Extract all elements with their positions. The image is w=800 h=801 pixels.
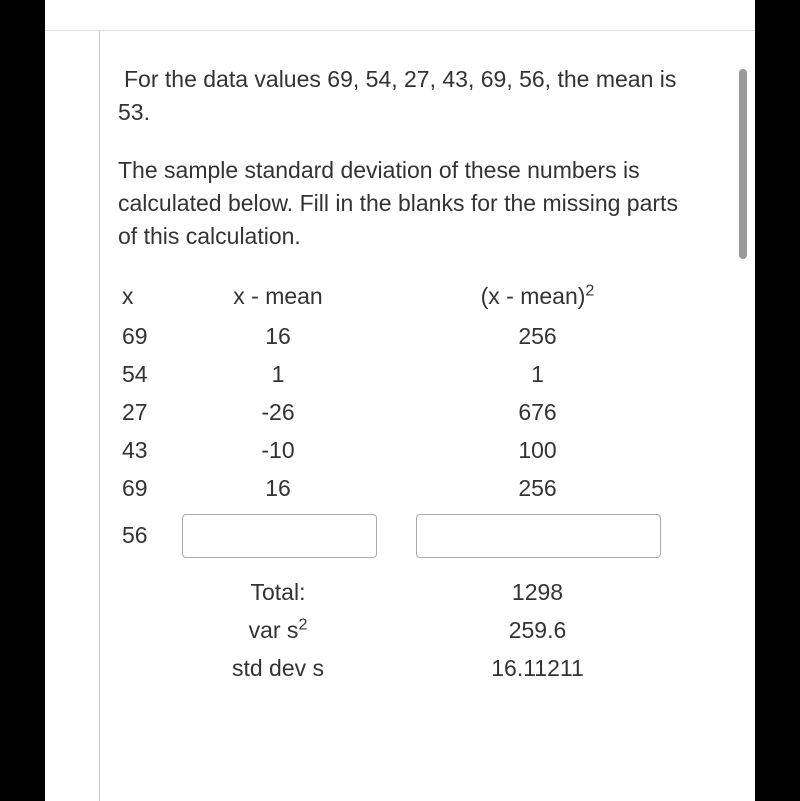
cell-xmean: 1	[178, 361, 378, 388]
variance-label: var s2	[118, 617, 378, 644]
table-row: 43 -10 100	[118, 432, 697, 470]
header-sq-sup: 2	[585, 282, 594, 300]
table-row: 69 16 256	[118, 318, 697, 356]
table-row: 27 -26 676	[118, 394, 697, 432]
header-xmean: x - mean	[178, 283, 378, 310]
total-label: Total:	[118, 579, 378, 606]
variance-row: var s2 259.6	[118, 612, 697, 650]
cell-sq: 1	[378, 361, 697, 388]
stats-table: x x - mean (x - mean)2 69 16 256 54 1 1 …	[118, 278, 697, 688]
input-cell-xmean	[178, 514, 378, 558]
cell-sq: 256	[378, 475, 697, 502]
header-sq-prefix: (x - mean)	[481, 283, 586, 309]
scrollbar-track[interactable]	[727, 31, 755, 801]
table-input-row: 56	[118, 508, 697, 564]
cell-xmean: 16	[178, 323, 378, 350]
cell-x: 69	[118, 323, 178, 350]
variance-label-sup: 2	[298, 616, 307, 634]
header-sq: (x - mean)2	[378, 283, 697, 310]
content-area: For the data values 69, 54, 27, 43, 69, …	[100, 31, 727, 801]
cell-xmean: 16	[178, 475, 378, 502]
cell-sq: 100	[378, 437, 697, 464]
variance-label-prefix: var s	[249, 617, 299, 643]
cell-x: 69	[118, 475, 178, 502]
scrollbar-thumb[interactable]	[739, 69, 747, 259]
total-value: 1298	[378, 579, 697, 606]
cell-x: 27	[118, 399, 178, 426]
total-row: Total: 1298	[118, 574, 697, 612]
intro-paragraph-1: For the data values 69, 54, 27, 43, 69, …	[118, 63, 697, 130]
header-x: x	[118, 283, 178, 310]
cell-xmean: -10	[178, 437, 378, 464]
stddev-label: std dev s	[118, 655, 378, 682]
input-cell-sq	[378, 514, 697, 558]
table-row: 54 1 1	[118, 356, 697, 394]
summary-section: Total: 1298 var s2 259.6 std dev s 16.11…	[118, 574, 697, 688]
variance-value: 259.6	[378, 617, 697, 644]
table-row: 69 16 256	[118, 470, 697, 508]
sq-input[interactable]	[416, 514, 661, 558]
stddev-row: std dev s 16.11211	[118, 650, 697, 688]
xmean-input[interactable]	[182, 514, 377, 558]
cell-sq: 676	[378, 399, 697, 426]
intro-paragraph-2: The sample standard deviation of these n…	[118, 154, 697, 254]
table-header-row: x x - mean (x - mean)2	[118, 278, 697, 316]
cell-x: 43	[118, 437, 178, 464]
stddev-value: 16.11211	[378, 655, 697, 682]
cell-xmean: -26	[178, 399, 378, 426]
left-margin	[45, 31, 100, 801]
page-container: For the data values 69, 54, 27, 43, 69, …	[45, 30, 755, 801]
cell-x: 56	[118, 522, 178, 549]
cell-x: 54	[118, 361, 178, 388]
cell-sq: 256	[378, 323, 697, 350]
